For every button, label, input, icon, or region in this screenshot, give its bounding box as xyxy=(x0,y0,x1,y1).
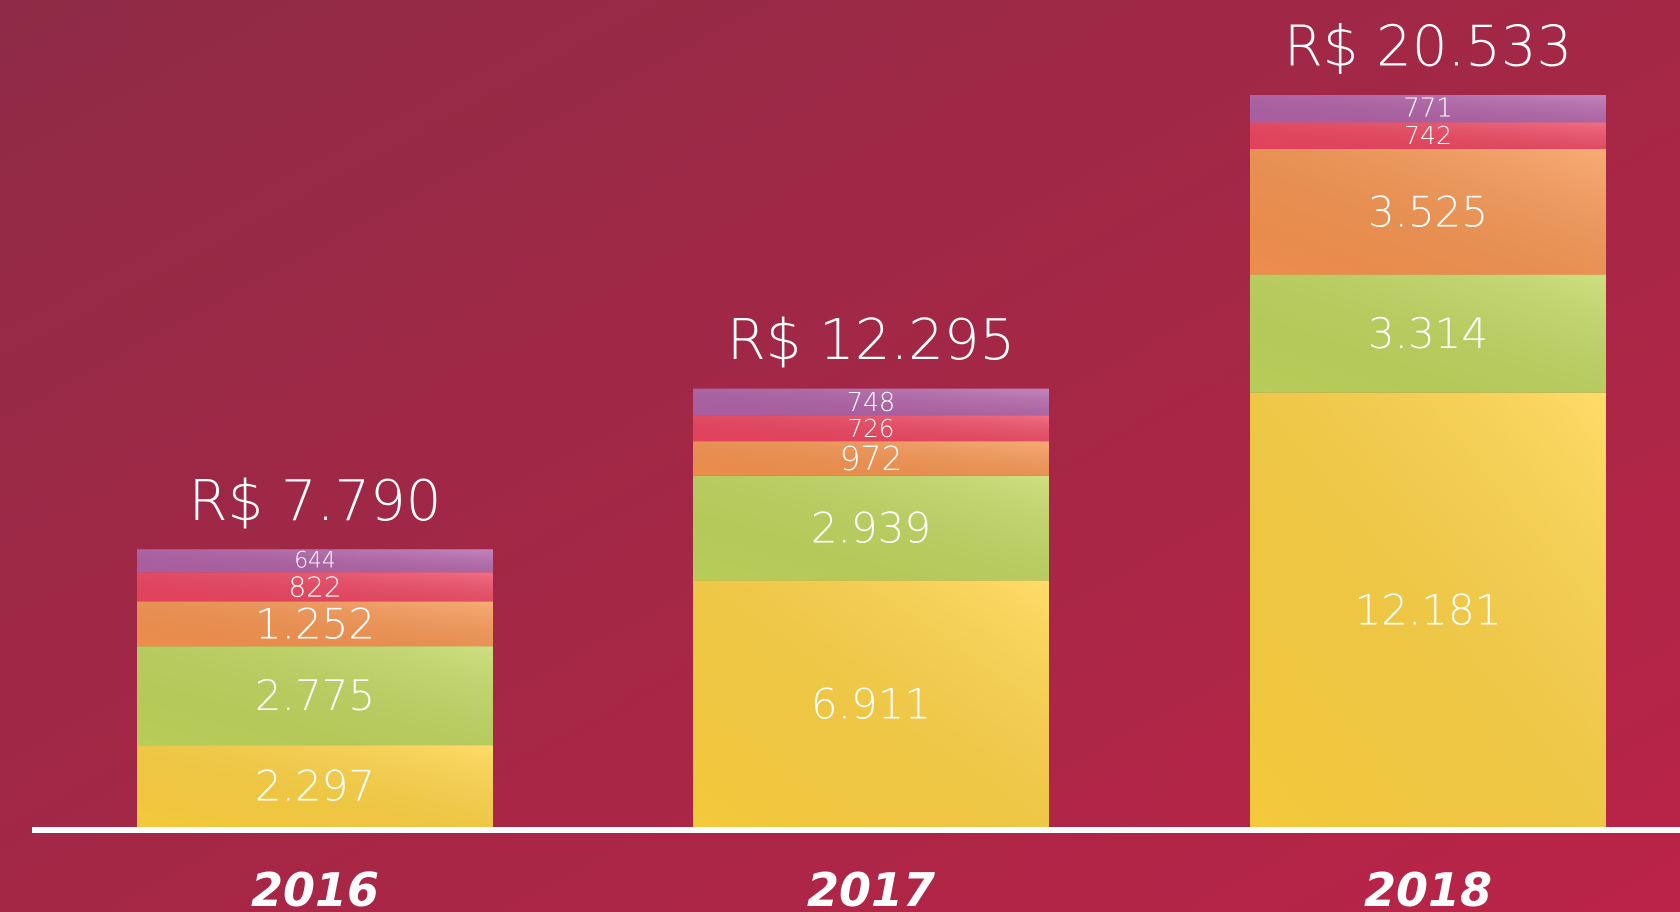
total-label: R$ 20.533 xyxy=(1284,15,1572,80)
segment-label: 12.181 xyxy=(1355,585,1502,634)
segment-label: 644 xyxy=(294,548,336,573)
segment-label: 1.252 xyxy=(255,599,375,648)
x-tick-label: 2016 xyxy=(251,863,379,912)
bar-shine xyxy=(137,745,493,827)
bar-shine xyxy=(137,572,493,602)
segment-label: 822 xyxy=(288,570,341,603)
segment-label: 2.775 xyxy=(255,671,375,720)
segment-label: 742 xyxy=(1404,121,1452,150)
segment-label: 3.314 xyxy=(1368,309,1488,358)
bar-shine xyxy=(137,601,493,647)
segment-label: 771 xyxy=(1403,94,1453,124)
bar-shine xyxy=(137,549,493,573)
bar-shine xyxy=(693,388,1049,416)
bar-shine xyxy=(1250,122,1606,149)
bar-shine xyxy=(1250,148,1606,275)
bar-shine xyxy=(1250,274,1606,393)
segment-label: 3.525 xyxy=(1368,187,1488,236)
bar-shine xyxy=(693,475,1049,581)
bar-shine xyxy=(693,580,1049,827)
x-tick-label: 2017 xyxy=(807,863,935,912)
bar-shine xyxy=(1250,392,1606,827)
x-tick-label: 2018 xyxy=(1364,863,1492,912)
segment-label: 2.939 xyxy=(811,504,931,553)
total-label: R$ 12.295 xyxy=(727,308,1015,373)
segment-label: 6.911 xyxy=(811,679,931,728)
segment-label: 972 xyxy=(840,439,903,478)
bar-shine xyxy=(1250,95,1606,123)
segment-label: 2.297 xyxy=(255,762,375,811)
bar-shine xyxy=(137,646,493,746)
segment-label: 748 xyxy=(847,387,895,417)
bar-shine xyxy=(693,441,1049,476)
segment-label: 726 xyxy=(848,414,895,443)
bar-shine xyxy=(693,415,1049,442)
total-label: R$ 7.790 xyxy=(189,469,442,534)
